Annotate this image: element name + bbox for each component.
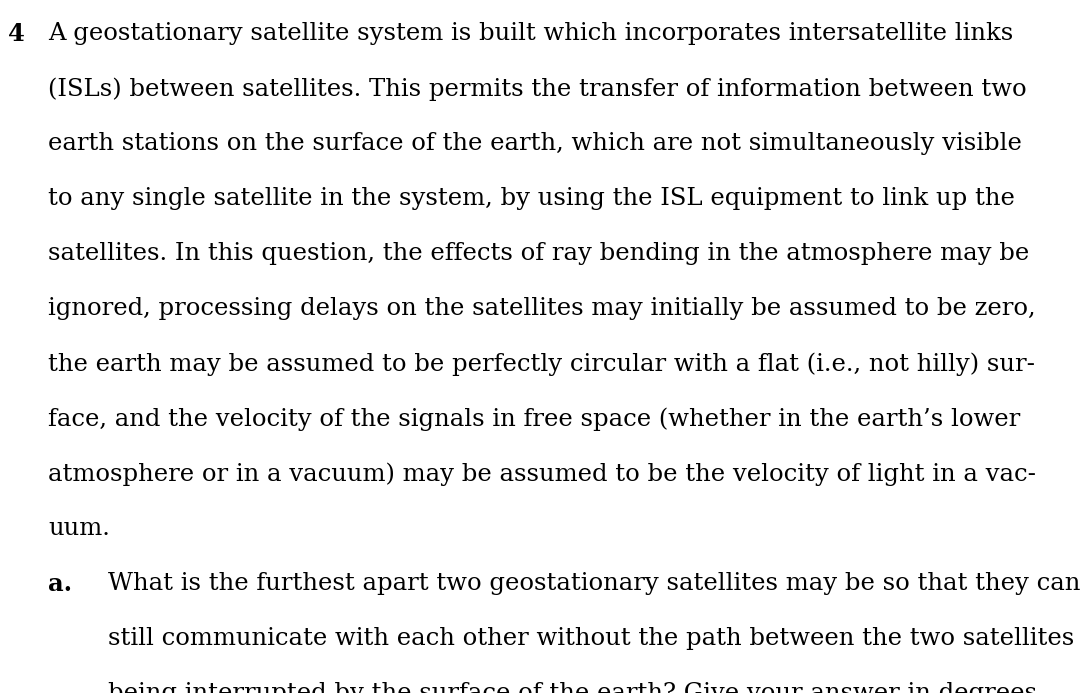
- Text: to any single satellite in the system, by using the ISL equipment to link up the: to any single satellite in the system, b…: [48, 187, 1015, 210]
- Text: What is the furthest apart two geostationary satellites may be so that they can: What is the furthest apart two geostatio…: [108, 572, 1080, 595]
- Text: (ISLs) between satellites. This permits the transfer of information between two: (ISLs) between satellites. This permits …: [48, 77, 1027, 100]
- Text: being interrupted by the surface of the earth? Give your answer in degrees: being interrupted by the surface of the …: [108, 682, 1037, 693]
- Text: still communicate with each other without the path between the two satellites: still communicate with each other withou…: [108, 627, 1075, 650]
- Text: the earth may be assumed to be perfectly circular with a flat (i.e., not hilly) : the earth may be assumed to be perfectly…: [48, 352, 1035, 376]
- Text: a.: a.: [48, 572, 72, 596]
- Text: earth stations on the surface of the earth, which are not simultaneously visible: earth stations on the surface of the ear…: [48, 132, 1022, 155]
- Text: face, and the velocity of the signals in free space (whether in the earth’s lowe: face, and the velocity of the signals in…: [48, 407, 1021, 430]
- Text: satellites. In this question, the effects of ray bending in the atmosphere may b: satellites. In this question, the effect…: [48, 242, 1029, 265]
- Text: uum.: uum.: [48, 517, 110, 540]
- Text: 4: 4: [8, 22, 25, 46]
- Text: atmosphere or in a vacuum) may be assumed to be the velocity of light in a vac-: atmosphere or in a vacuum) may be assume…: [48, 462, 1036, 486]
- Text: ignored, processing delays on the satellites may initially be assumed to be zero: ignored, processing delays on the satell…: [48, 297, 1036, 320]
- Text: A geostationary satellite system is built which incorporates intersatellite link: A geostationary satellite system is buil…: [48, 22, 1013, 45]
